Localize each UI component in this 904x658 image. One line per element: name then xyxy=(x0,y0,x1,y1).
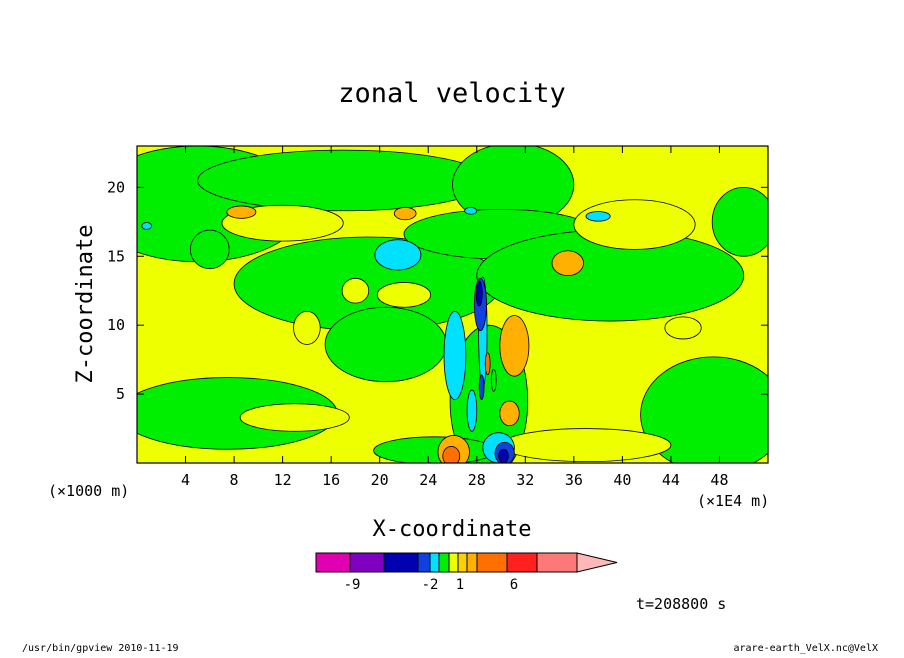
colorbar-swatch xyxy=(383,552,419,573)
contour-region-26 xyxy=(464,206,478,215)
contour-region-28 xyxy=(226,205,257,219)
contour-region-11 xyxy=(711,186,768,257)
contour-region-18 xyxy=(239,403,350,432)
contour-region-22 xyxy=(443,310,467,401)
y-unit-label: (×1000 m) xyxy=(48,482,129,500)
colorbar-swatch xyxy=(315,552,351,573)
colorbar-swatch xyxy=(438,552,450,573)
contour-region-41 xyxy=(484,352,491,376)
contour-region-39 xyxy=(498,448,509,463)
contour-region-34 xyxy=(442,446,461,463)
x-tick-label: 44 xyxy=(662,471,680,489)
contour-region-15 xyxy=(376,282,432,308)
y-tick-label: 20 xyxy=(107,178,125,196)
colorbar-swatch xyxy=(429,552,440,573)
colorbar-label: -2 xyxy=(422,577,439,593)
colorbar-label: 6 xyxy=(510,577,518,593)
colorbar-label: 1 xyxy=(456,577,464,593)
contour-region-8 xyxy=(640,356,768,463)
contour-region-21 xyxy=(374,239,422,271)
colorbar-swatch xyxy=(457,552,468,573)
y-tick-label: 10 xyxy=(107,316,125,334)
x-tick-label: 36 xyxy=(565,471,583,489)
x-tick-label: 40 xyxy=(613,471,631,489)
contour-region-16 xyxy=(341,277,370,304)
contour-region-1 xyxy=(197,149,490,212)
colorbar-swatch xyxy=(448,552,459,573)
contour-region-19 xyxy=(664,316,702,340)
contour-region-25 xyxy=(585,211,611,222)
y-axis-ticks: 5 10 15 20 xyxy=(107,178,768,403)
contour-region-14 xyxy=(573,199,696,250)
colorbar-swatch xyxy=(349,552,385,573)
contour-region-42 xyxy=(490,368,497,392)
colorbar-swatch xyxy=(476,552,508,573)
y-axis-label: Z-coordinate xyxy=(73,225,98,384)
contour-region-27 xyxy=(141,222,152,230)
colorbar-label: -9 xyxy=(344,577,361,593)
contour-region-31 xyxy=(499,315,530,377)
contour-region-23 xyxy=(466,389,478,432)
footer-left: /usr/bin/gpview 2010-11-19 xyxy=(22,643,179,654)
x-tick-label: 4 xyxy=(181,471,190,489)
y-tick-label: 15 xyxy=(107,247,125,265)
contour-region-20 xyxy=(500,428,672,463)
x-tick-label: 48 xyxy=(710,471,728,489)
x-axis-ticks: 4 8 12 16 20 24 28 32 36 40 44 48 xyxy=(181,146,728,489)
contour-region-6 xyxy=(324,306,447,383)
x-tick-label: 32 xyxy=(516,471,534,489)
x-tick-label: 28 xyxy=(468,471,486,489)
contour-region-32 xyxy=(499,400,520,427)
x-tick-label: 12 xyxy=(274,471,292,489)
colorbar-swatch xyxy=(417,552,431,573)
colorbar: -9 -2 1 6 xyxy=(315,552,618,593)
contour-region-10 xyxy=(189,229,230,270)
x-tick-label: 8 xyxy=(230,471,239,489)
plot-frame xyxy=(136,145,769,464)
colorbar-swatch xyxy=(466,552,478,573)
x-unit-label: (×1E4 m) xyxy=(697,492,769,510)
contour-regions xyxy=(137,146,768,463)
contour-region-29 xyxy=(393,206,417,221)
contour-region-40 xyxy=(478,374,485,400)
colorbar-swatch xyxy=(506,552,538,573)
colorbar-swatch xyxy=(536,552,578,573)
contour-region-17 xyxy=(293,310,321,345)
x-tick-label: 24 xyxy=(419,471,437,489)
x-axis-label: X-coordinate xyxy=(373,517,532,542)
footer-right: arare-earth_VelX.nc@VelX xyxy=(734,643,879,654)
colorbar-extend-arrow xyxy=(576,552,618,573)
x-tick-label: 20 xyxy=(371,471,389,489)
contour-region-30 xyxy=(551,250,584,276)
chart-title: zonal velocity xyxy=(338,78,566,109)
y-tick-label: 5 xyxy=(116,385,125,403)
x-tick-label: 16 xyxy=(322,471,340,489)
time-label: t=208800 s xyxy=(636,595,726,613)
contour-region-37 xyxy=(475,280,483,307)
